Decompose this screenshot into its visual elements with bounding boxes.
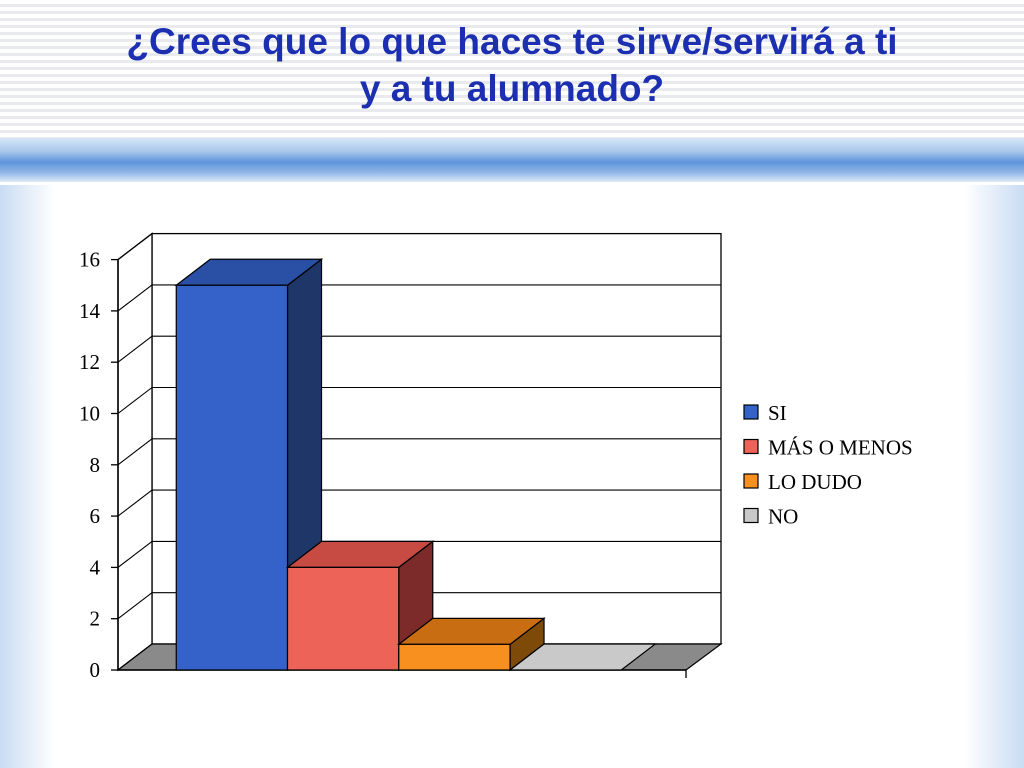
y-tick-label: 12 <box>79 350 100 374</box>
grid-depth-line <box>117 335 153 363</box>
y-tick-label: 10 <box>79 402 100 426</box>
legend-swatch <box>743 438 759 455</box>
y-tick-label: 0 <box>90 658 101 682</box>
y-tick-labels: 0 2 4 6 8 10 12 14 16 <box>79 248 118 682</box>
y-tick-label: 8 <box>90 453 101 477</box>
y-tick-label: 14 <box>79 299 101 323</box>
grid-depth-line <box>117 387 153 414</box>
bar-2 <box>285 540 435 672</box>
bar-front <box>286 566 400 671</box>
legend-label: LO DUDO <box>768 470 862 494</box>
grid-depth-line <box>117 233 153 261</box>
y-tick-label: 2 <box>90 607 101 631</box>
bars <box>174 258 658 672</box>
grid-depth-line <box>117 592 153 620</box>
bar-4 <box>508 643 658 671</box>
y-tick-label: 16 <box>79 248 100 272</box>
grid-depth-line <box>117 540 153 568</box>
slide-title-line-1: ¿Crees que lo que haces te sirve/servirá… <box>126 21 898 62</box>
legend-swatch <box>743 507 759 524</box>
bar-flat <box>508 643 658 671</box>
bar-front <box>175 284 289 671</box>
grid-depth-line <box>117 489 153 517</box>
slide-right-gradient <box>964 185 1024 768</box>
legend-swatch <box>743 404 759 420</box>
legend-label: MÁS O MENOS <box>768 436 913 460</box>
legend-swatch <box>743 473 759 489</box>
legend-label: NO <box>768 505 798 529</box>
slide-header <box>0 0 1024 138</box>
bar-front <box>398 643 511 671</box>
slide-header-band <box>0 138 1024 182</box>
legend-label: SI <box>768 401 787 425</box>
slide-title-line-2: y a tu alumnado? <box>359 68 665 109</box>
grid-depth-line <box>117 438 153 466</box>
y-tick-label: 4 <box>90 555 101 579</box>
grid-depth-line <box>117 284 153 312</box>
y-tick-label: 6 <box>90 504 101 528</box>
slide-title: ¿Crees que lo que haces te sirve/servirá… <box>20 18 1004 112</box>
legend: SI MÁS O MENOS LO DUDO NO <box>743 401 913 529</box>
slide-left-gradient <box>0 185 55 768</box>
bar-3 <box>397 617 546 672</box>
